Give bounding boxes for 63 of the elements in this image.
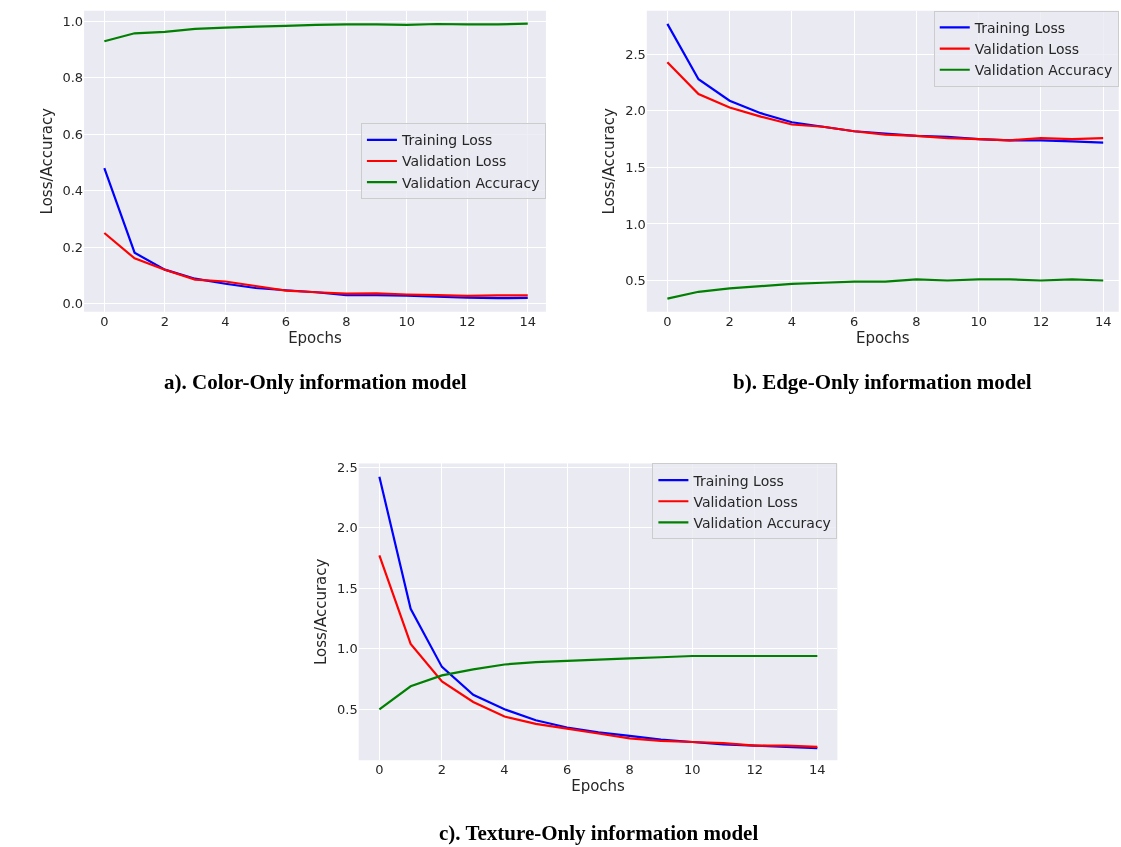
- y-tick-label: 0.5: [625, 273, 646, 289]
- x-tick-label: 6: [281, 313, 290, 329]
- line-series: [666, 278, 1105, 300]
- y-tick-label: 0.0: [62, 296, 84, 312]
- x-tick-label: 6: [850, 313, 859, 329]
- y-tick-label: 2.0: [625, 103, 646, 119]
- x-tick-label: 14: [809, 762, 826, 778]
- y-tick-label: 0.2: [62, 239, 84, 255]
- legend-label: Validation Loss: [974, 41, 1080, 57]
- legend-label: Training Loss: [400, 132, 493, 149]
- x-tick-label: 10: [970, 313, 987, 329]
- y-tick-label: 2.5: [625, 46, 646, 62]
- x-tick-label: 8: [342, 313, 351, 329]
- legend-label: Validation Loss: [401, 153, 507, 170]
- line-series: [103, 231, 529, 297]
- x-tick-label: 0: [663, 313, 672, 329]
- x-tick-label: 6: [562, 762, 572, 778]
- y-axis-title: Loss/Accuracy: [312, 558, 331, 666]
- x-tick-label: 8: [625, 762, 634, 778]
- y-tick-label: 0.5: [337, 701, 358, 717]
- y-tick-label: 1.0: [337, 641, 358, 657]
- x-axis-title: Epochs: [571, 777, 626, 796]
- x-axis-title: Epochs: [288, 328, 343, 347]
- x-tick-label: 0: [375, 762, 384, 778]
- x-tick-label: 2: [160, 313, 169, 329]
- legend-label: Validation Accuracy: [693, 514, 831, 531]
- y-axis-title: Loss/Accuracy: [37, 107, 56, 215]
- x-tick-label: 4: [787, 313, 797, 329]
- legend-label: Validation Accuracy: [974, 62, 1113, 79]
- legend-label: Validation Accuracy: [401, 174, 540, 191]
- legend-label: Training Loss: [973, 19, 1066, 36]
- y-tick-label: 1.0: [62, 14, 84, 30]
- y-tick-label: 0.6: [62, 126, 84, 142]
- x-tick-label: 14: [519, 313, 537, 329]
- legend-label: Validation Loss: [693, 493, 798, 510]
- y-tick-label: 0.8: [62, 70, 84, 86]
- x-tick-label: 10: [398, 313, 416, 329]
- y-tick-label: 2.0: [337, 520, 358, 536]
- x-tick-label: 8: [912, 313, 921, 329]
- y-tick-label: 2.5: [337, 459, 358, 475]
- x-tick-label: 4: [221, 313, 230, 329]
- y-tick-label: 1.5: [337, 580, 358, 596]
- x-axis-title: Epochs: [855, 328, 910, 347]
- y-tick-label: 0.4: [62, 183, 84, 199]
- text: b). Edge-Only information model: [733, 370, 1032, 394]
- x-tick-label: 2: [437, 762, 447, 778]
- x-tick-label: 4: [500, 762, 509, 778]
- x-tick-label: 2: [725, 313, 734, 329]
- text: a). Color-Only information model: [164, 370, 467, 394]
- line-series: [378, 554, 819, 748]
- legend-label: Training Loss: [692, 472, 784, 489]
- x-tick-label: 10: [683, 762, 701, 778]
- y-axis-title: Loss/Accuracy: [600, 107, 619, 215]
- y-tick-label: 1.0: [625, 216, 646, 232]
- line-series: [378, 654, 819, 711]
- x-tick-label: 0: [100, 313, 109, 329]
- line-series: [103, 22, 529, 43]
- text: c). Texture-Only information model: [439, 821, 759, 845]
- x-tick-label: 14: [1094, 313, 1112, 329]
- x-tick-label: 12: [459, 313, 476, 329]
- x-tick-label: 12: [1032, 313, 1050, 329]
- x-tick-label: 12: [746, 762, 764, 778]
- y-tick-label: 1.5: [625, 159, 646, 175]
